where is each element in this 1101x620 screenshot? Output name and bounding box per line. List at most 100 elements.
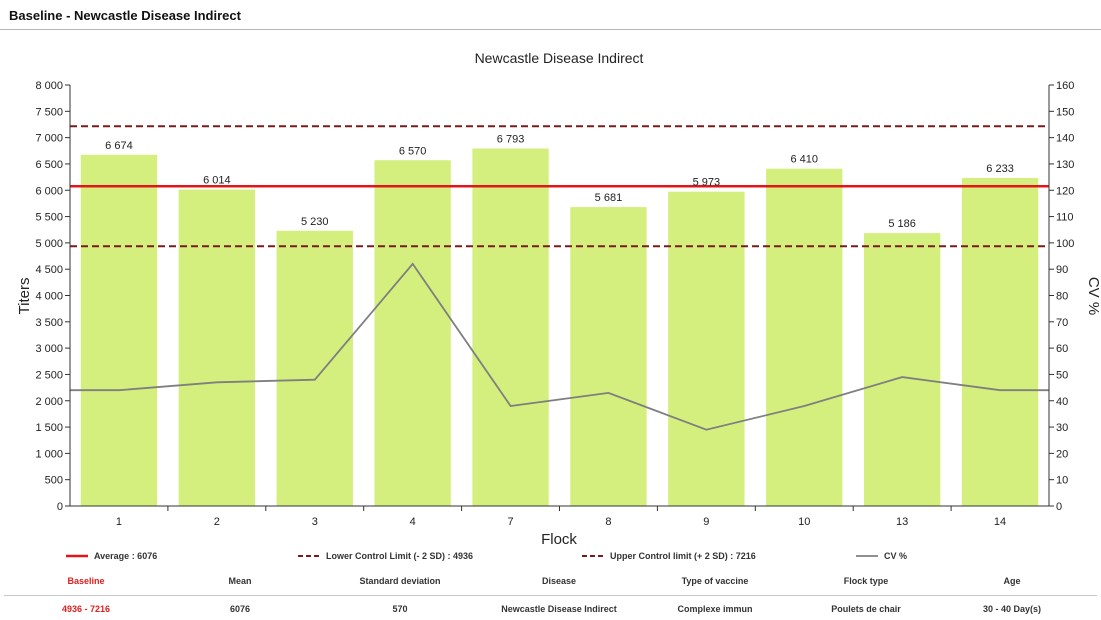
x-tick-label: 14 xyxy=(994,516,1006,528)
legend-label: Lower Control Limit (- 2 SD) : 4936 xyxy=(326,551,473,561)
y-tick-label: 5 500 xyxy=(35,212,63,224)
y-tick-label: 4 500 xyxy=(35,264,63,276)
y-tick-label: 4 000 xyxy=(35,291,63,303)
summary-value-row: 4936 - 7216 6076 570 Newcastle Disease Indi… xyxy=(0,604,1101,620)
y2-tick-label: 150 xyxy=(1056,106,1074,118)
summary-value-cell: 4936 - 7216 xyxy=(61,604,111,614)
summary-header-cell: Mean xyxy=(228,576,252,586)
y2-tick-label: 60 xyxy=(1056,343,1068,355)
y-axis-title: Titers xyxy=(16,278,33,315)
data-labels: 6 674 6 014 5 230 6 570 6 793 5 681 5 973 6 410… xyxy=(105,134,1014,231)
x-tick-label: 13 xyxy=(896,516,908,528)
bar xyxy=(276,230,353,507)
data-label: 5 973 xyxy=(693,177,721,189)
x-axis-ticks: 1 2 3 4 7 8 9 10 13 14 xyxy=(116,506,1006,528)
y2-tick-label: 10 xyxy=(1056,475,1068,487)
y2-tick-label: 50 xyxy=(1056,369,1068,381)
data-label: 6 410 xyxy=(790,154,818,166)
bar xyxy=(766,168,843,506)
y2-tick-label: 90 xyxy=(1056,264,1068,276)
summary-table: Baseline Mean Standard deviation Disease Typ… xyxy=(0,568,1101,617)
summary-divider xyxy=(4,595,1097,596)
bar xyxy=(472,148,549,506)
bar xyxy=(570,207,647,507)
legend-label: CV % xyxy=(884,551,907,561)
y2-tick-label: 70 xyxy=(1056,317,1068,329)
x-axis-title: Flock xyxy=(541,531,577,548)
summary-header-cell: Type of vaccine xyxy=(681,576,749,586)
y-tick-label: 7 500 xyxy=(35,106,63,118)
bar-series xyxy=(80,148,1039,507)
y-tick-label: 3 500 xyxy=(35,317,63,329)
axes xyxy=(69,85,1050,507)
data-label: 5 230 xyxy=(301,216,329,228)
data-label: 6 570 xyxy=(399,145,427,157)
y2-tick-label: 20 xyxy=(1056,448,1068,460)
x-tick-label: 2 xyxy=(214,516,220,528)
y-tick-label: 2 500 xyxy=(35,369,63,381)
data-label: 6 674 xyxy=(105,140,133,152)
x-tick-label: 3 xyxy=(312,516,318,528)
x-tick-label: 8 xyxy=(605,516,611,528)
y-tick-label: 3 000 xyxy=(35,343,63,355)
summary-header-cell: Baseline xyxy=(67,576,105,586)
y2-tick-label: 100 xyxy=(1056,238,1074,250)
chart-title: Newcastle Disease Indirect xyxy=(475,50,644,66)
page-header: Baseline - Newcastle Disease Indirect xyxy=(0,0,1101,30)
y-tick-label: 1 000 xyxy=(35,448,63,460)
bar xyxy=(80,154,158,506)
x-tick-label: 7 xyxy=(507,516,513,528)
data-label: 6 793 xyxy=(497,134,525,146)
y2-tick-label: 0 xyxy=(1056,501,1062,513)
data-label: 5 186 xyxy=(888,218,916,230)
x-tick-label: 1 xyxy=(116,516,122,528)
bar xyxy=(668,191,745,506)
legend: Average : 6076 Lower Control Limit (- 2 S… xyxy=(66,551,907,561)
bar xyxy=(178,189,256,506)
summary-value-cell: 30 - 40 Day(s) xyxy=(982,604,1042,614)
y-tick-label: 1 500 xyxy=(35,422,63,434)
y2-tick-label: 30 xyxy=(1056,422,1068,434)
bar xyxy=(863,233,941,507)
summary-header-cell: Flock type xyxy=(843,576,889,586)
summary-value-cell: 6076 xyxy=(229,604,251,614)
y-tick-label: 6 000 xyxy=(35,185,63,197)
legend-label: Average : 6076 xyxy=(94,551,157,561)
legend-label: Upper Control limit (+ 2 SD) : 7216 xyxy=(610,551,756,561)
cv-series xyxy=(70,262,1049,431)
y2-tick-label: 110 xyxy=(1056,212,1074,224)
y-tick-label: 8 000 xyxy=(35,80,63,92)
y-tick-label: 0 xyxy=(57,501,63,513)
x-tick-label: 4 xyxy=(410,516,416,528)
summary-value-cell: Complexe immun xyxy=(677,604,753,614)
reference-lines xyxy=(70,125,1049,248)
page-title: Baseline - Newcastle Disease Indirect xyxy=(9,8,241,23)
summary-header-cell: Standard deviation xyxy=(359,576,441,586)
summary-value-cell: Poulets de chair xyxy=(831,604,901,614)
data-label: 6 233 xyxy=(986,163,1014,175)
summary-value-cell: 570 xyxy=(392,604,408,614)
y-tick-label: 6 500 xyxy=(35,159,63,171)
y2-tick-label: 80 xyxy=(1056,291,1068,303)
data-label: 6 014 xyxy=(203,175,231,187)
y-tick-label: 500 xyxy=(45,475,63,487)
bar xyxy=(374,160,451,506)
data-label: 5 681 xyxy=(595,192,623,204)
summary-header-row: Baseline Mean Standard deviation Disease Typ… xyxy=(0,576,1101,592)
y-tick-label: 2 000 xyxy=(35,396,63,408)
bar xyxy=(961,177,1039,506)
y2-tick-label: 120 xyxy=(1056,185,1074,197)
y2-axis-ticks: 0 10 20 30 40 50 60 70 80 90 100 110 120 130 140 150 160 xyxy=(1049,80,1074,513)
summary-header-cell: Disease xyxy=(541,576,577,586)
summary-value-cell: Newcastle Disease Indirect xyxy=(501,604,617,614)
y2-axis-title: CV % xyxy=(1085,277,1101,315)
y2-tick-label: 160 xyxy=(1056,80,1074,92)
summary-header-cell: Age xyxy=(1003,576,1021,586)
y-tick-label: 5 000 xyxy=(35,238,63,250)
y-tick-label: 7 000 xyxy=(35,133,63,145)
x-tick-label: 9 xyxy=(703,516,709,528)
x-tick-label: 10 xyxy=(798,516,810,528)
y2-tick-label: 140 xyxy=(1056,133,1074,145)
y-axis-ticks: 0 500 1 000 1 500 2 000 2 500 3 000 3 500 4 000 4… xyxy=(35,80,70,513)
